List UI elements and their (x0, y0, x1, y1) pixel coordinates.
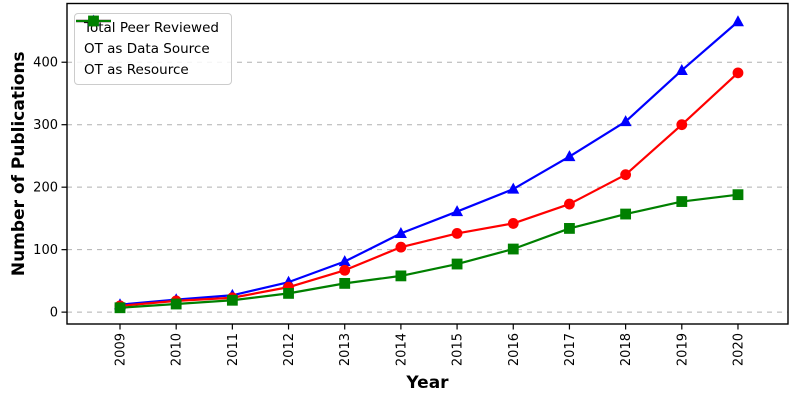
data-point-marker (170, 298, 182, 310)
x-tick-label: 2012 (282, 333, 297, 366)
data-point-marker (394, 227, 407, 239)
x-tick-label: 2009 (114, 333, 129, 366)
series-line (118, 20, 740, 306)
x-tick-label: 2020 (731, 333, 746, 366)
y-tick-label: 300 (33, 118, 58, 133)
data-point-marker (675, 63, 688, 75)
data-point-marker (114, 302, 126, 314)
series-triangle (114, 15, 744, 310)
data-point-marker (676, 196, 688, 207)
x-tick-label: 2019 (675, 333, 690, 366)
series-line (118, 193, 740, 309)
data-point-marker (339, 264, 351, 276)
data-point-marker (507, 182, 520, 194)
legend-item-ot-as-resource: OT as Resource (76, 15, 219, 79)
data-point-marker (395, 241, 407, 253)
data-point-marker (620, 208, 632, 220)
y-axis-label: Number of Publications (9, 51, 29, 276)
data-point-marker (676, 119, 688, 131)
data-point-marker (564, 223, 575, 234)
x-tick-label: 2017 (563, 333, 578, 366)
data-point-marker (338, 255, 351, 267)
data-point-marker (339, 277, 351, 289)
x-tick-label: 2014 (394, 333, 409, 366)
data-point-marker (619, 115, 632, 127)
legend-item-ot-as-data-source: OT as Data Source (76, 15, 219, 58)
plot-border (66, 2, 789, 325)
x-axis-label: Year (405, 373, 449, 393)
chart-legend: Total Peer Reviewed OT as Data Source OT… (74, 13, 232, 85)
legend-marker-square-icon (76, 15, 111, 27)
y-tick-label: 400 (33, 56, 58, 71)
data-point-marker (451, 205, 464, 217)
x-tick-label: 2010 (170, 333, 185, 366)
x-tick-label: 2015 (451, 333, 466, 366)
data-point-marker (731, 15, 744, 27)
x-tick-label: 2011 (226, 333, 241, 366)
series-line (118, 71, 740, 307)
data-point-marker (563, 150, 576, 162)
legend-label: Total Peer Reviewed (84, 20, 219, 36)
data-point-marker (451, 228, 463, 239)
data-point-marker (226, 294, 238, 306)
data-point-marker (620, 169, 632, 181)
x-tick-label: 2013 (338, 333, 353, 366)
series-circle (114, 67, 744, 312)
y-tick-label: 100 (33, 243, 58, 258)
data-point-marker (451, 258, 463, 270)
data-point-marker (732, 189, 744, 201)
data-point-marker (507, 218, 519, 229)
x-tick-label: 2018 (619, 333, 634, 366)
legend-label: OT as Data Source (84, 41, 210, 57)
data-point-marker (395, 270, 407, 282)
data-point-marker (507, 243, 519, 255)
x-tick-label: 2016 (507, 333, 522, 366)
y-tick-label: 200 (33, 181, 58, 196)
data-point-marker (732, 67, 744, 79)
legend-label: OT as Resource (84, 62, 189, 78)
y-tick-label: 0 (50, 306, 58, 321)
data-point-marker (283, 287, 294, 299)
legend-marker (88, 15, 99, 27)
series-square (114, 189, 744, 314)
data-point-marker (564, 198, 575, 210)
